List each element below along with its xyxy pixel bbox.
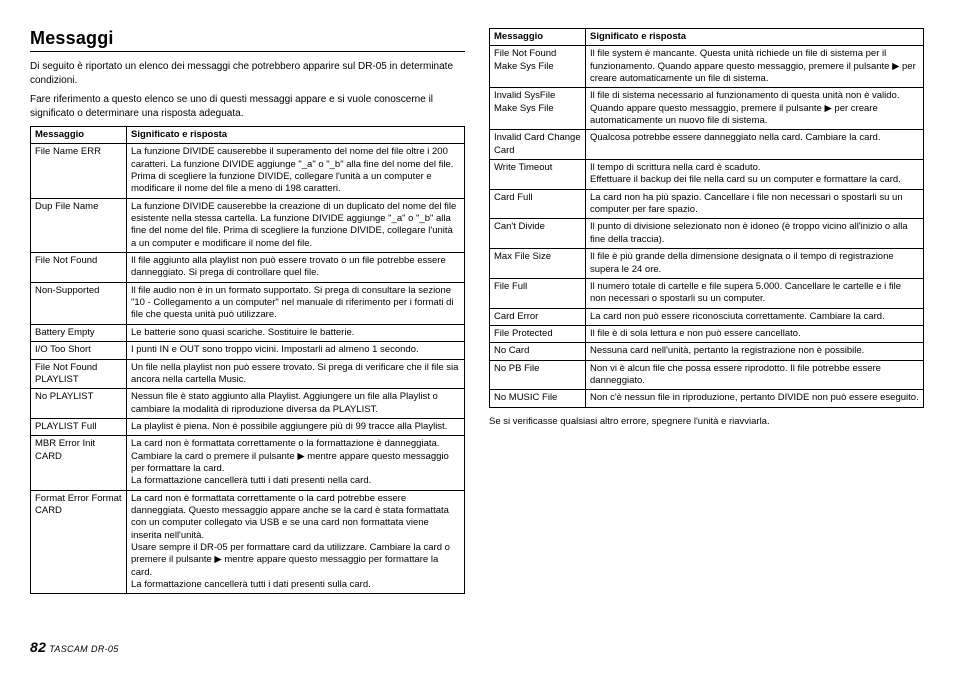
cell-message: Invalid SysFile Make Sys File bbox=[490, 88, 586, 130]
cell-response: I punti IN e OUT sono troppo vicini. Imp… bbox=[127, 342, 465, 359]
cell-response: Il file audio non è in un formato suppor… bbox=[127, 282, 465, 324]
cell-response: Nessuna card nell'unità, pertanto la reg… bbox=[586, 343, 924, 360]
cell-response: Il file è più grande della dimensione de… bbox=[586, 249, 924, 279]
cell-message: Can't Divide bbox=[490, 219, 586, 249]
cell-response: Il punto di divisione selezionato non è … bbox=[586, 219, 924, 249]
cell-message: Write Timeout bbox=[490, 160, 586, 190]
th-message: Messaggio bbox=[490, 29, 586, 46]
cell-message: Max File Size bbox=[490, 249, 586, 279]
cell-message: No PB File bbox=[490, 360, 586, 390]
cell-message: Card Full bbox=[490, 189, 586, 219]
cell-message: File Not Found bbox=[31, 253, 127, 283]
page-footer: 82 TASCAM DR-05 bbox=[30, 639, 119, 655]
cell-response: Il file aggiunto alla playlist non può e… bbox=[127, 253, 465, 283]
table-row: Non-SupportedIl file audio non è in un f… bbox=[31, 282, 465, 324]
cell-message: No Card bbox=[490, 343, 586, 360]
cell-response: Qualcosa potrebbe essere danneggiato nel… bbox=[586, 130, 924, 160]
intro-2: Fare riferimento a questo elenco se uno … bbox=[30, 93, 465, 120]
th-message: Messaggio bbox=[31, 127, 127, 144]
cell-message: File Not Found PLAYLIST bbox=[31, 359, 127, 389]
cell-message: Dup File Name bbox=[31, 198, 127, 252]
cell-response: La playlist è piena. Non è possibile agg… bbox=[127, 418, 465, 435]
footnote: Se si verificasse qualsiasi altro errore… bbox=[489, 416, 924, 427]
table-row: File FullIl numero totale di cartelle e … bbox=[490, 278, 924, 308]
cell-response: Non vi è alcun file che possa essere rip… bbox=[586, 360, 924, 390]
cell-response: La funzione DIVIDE causerebbe la creazio… bbox=[127, 198, 465, 252]
table-row: MBR Error Init CARDLa card non è formatt… bbox=[31, 436, 465, 490]
th-response: Significato e risposta bbox=[127, 127, 465, 144]
cell-response: Il file di sistema necessario al funzion… bbox=[586, 88, 924, 130]
cell-message: MBR Error Init CARD bbox=[31, 436, 127, 490]
cell-response: Il tempo di scrittura nella card è scadu… bbox=[586, 160, 924, 190]
section-title: Messaggi bbox=[30, 28, 465, 52]
table-row: Dup File NameLa funzione DIVIDE causereb… bbox=[31, 198, 465, 252]
table-row: Battery EmptyLe batterie sono quasi scar… bbox=[31, 324, 465, 341]
cell-response: Il file system è mancante. Questa unità … bbox=[586, 46, 924, 88]
cell-message: File Name ERR bbox=[31, 144, 127, 198]
brand: TASCAM bbox=[49, 644, 88, 654]
table-row: Format Error Format CARDLa card non è fo… bbox=[31, 490, 465, 594]
cell-response: La card non ha più spazio. Cancellare i … bbox=[586, 189, 924, 219]
table-row: No PB FileNon vi è alcun file che possa … bbox=[490, 360, 924, 390]
cell-response: Il numero totale di cartelle e file supe… bbox=[586, 278, 924, 308]
table-row: Card FullLa card non ha più spazio. Canc… bbox=[490, 189, 924, 219]
cell-message: Invalid Card Change Card bbox=[490, 130, 586, 160]
cell-message: File Full bbox=[490, 278, 586, 308]
table-row: Can't DivideIl punto di divisione selezi… bbox=[490, 219, 924, 249]
table-row: Invalid SysFile Make Sys FileIl file di … bbox=[490, 88, 924, 130]
cell-response: Le batterie sono quasi scariche. Sostitu… bbox=[127, 324, 465, 341]
messages-table-right: Messaggio Significato e risposta File No… bbox=[489, 28, 924, 408]
table-row: PLAYLIST FullLa playlist è piena. Non è … bbox=[31, 418, 465, 435]
messages-table-left: Messaggio Significato e risposta File Na… bbox=[30, 126, 465, 594]
cell-message: File Protected bbox=[490, 325, 586, 342]
cell-response: La funzione DIVIDE causerebbe il superam… bbox=[127, 144, 465, 198]
model: DR-05 bbox=[91, 644, 119, 654]
cell-response: Nessun file è stato aggiunto alla Playli… bbox=[127, 389, 465, 419]
cell-response: Non c'è nessun file in riproduzione, per… bbox=[586, 390, 924, 407]
intro-1: Di seguito è riportato un elenco dei mes… bbox=[30, 60, 465, 87]
table-row: Write TimeoutIl tempo di scrittura nella… bbox=[490, 160, 924, 190]
cell-message: File Not Found Make Sys File bbox=[490, 46, 586, 88]
cell-response: Il file è di sola lettura e non può esse… bbox=[586, 325, 924, 342]
cell-response: La card non può essere riconosciuta corr… bbox=[586, 308, 924, 325]
cell-message: Card Error bbox=[490, 308, 586, 325]
table-row: Invalid Card Change CardQualcosa potrebb… bbox=[490, 130, 924, 160]
cell-response: Un file nella playlist non può essere tr… bbox=[127, 359, 465, 389]
page-number: 82 bbox=[30, 639, 46, 655]
table-row: I/O Too ShortI punti IN e OUT sono tropp… bbox=[31, 342, 465, 359]
th-response: Significato e risposta bbox=[586, 29, 924, 46]
cell-message: Format Error Format CARD bbox=[31, 490, 127, 594]
table-row: No CardNessuna card nell'unità, pertanto… bbox=[490, 343, 924, 360]
table-row: Card ErrorLa card non può essere riconos… bbox=[490, 308, 924, 325]
cell-message: Battery Empty bbox=[31, 324, 127, 341]
cell-message: PLAYLIST Full bbox=[31, 418, 127, 435]
cell-message: No MUSIC File bbox=[490, 390, 586, 407]
table-row: File Not FoundIl file aggiunto alla play… bbox=[31, 253, 465, 283]
cell-response: La card non è formattata correttamente o… bbox=[127, 490, 465, 594]
cell-message: Non-Supported bbox=[31, 282, 127, 324]
cell-message: No PLAYLIST bbox=[31, 389, 127, 419]
table-row: File ProtectedIl file è di sola lettura … bbox=[490, 325, 924, 342]
table-row: No MUSIC FileNon c'è nessun file in ripr… bbox=[490, 390, 924, 407]
table-row: File Not Found PLAYLISTUn file nella pla… bbox=[31, 359, 465, 389]
cell-message: I/O Too Short bbox=[31, 342, 127, 359]
table-row: No PLAYLISTNessun file è stato aggiunto … bbox=[31, 389, 465, 419]
table-row: File Not Found Make Sys FileIl file syst… bbox=[490, 46, 924, 88]
table-row: File Name ERRLa funzione DIVIDE causereb… bbox=[31, 144, 465, 198]
cell-response: La card non è formattata correttamente o… bbox=[127, 436, 465, 490]
table-row: Max File SizeIl file è più grande della … bbox=[490, 249, 924, 279]
